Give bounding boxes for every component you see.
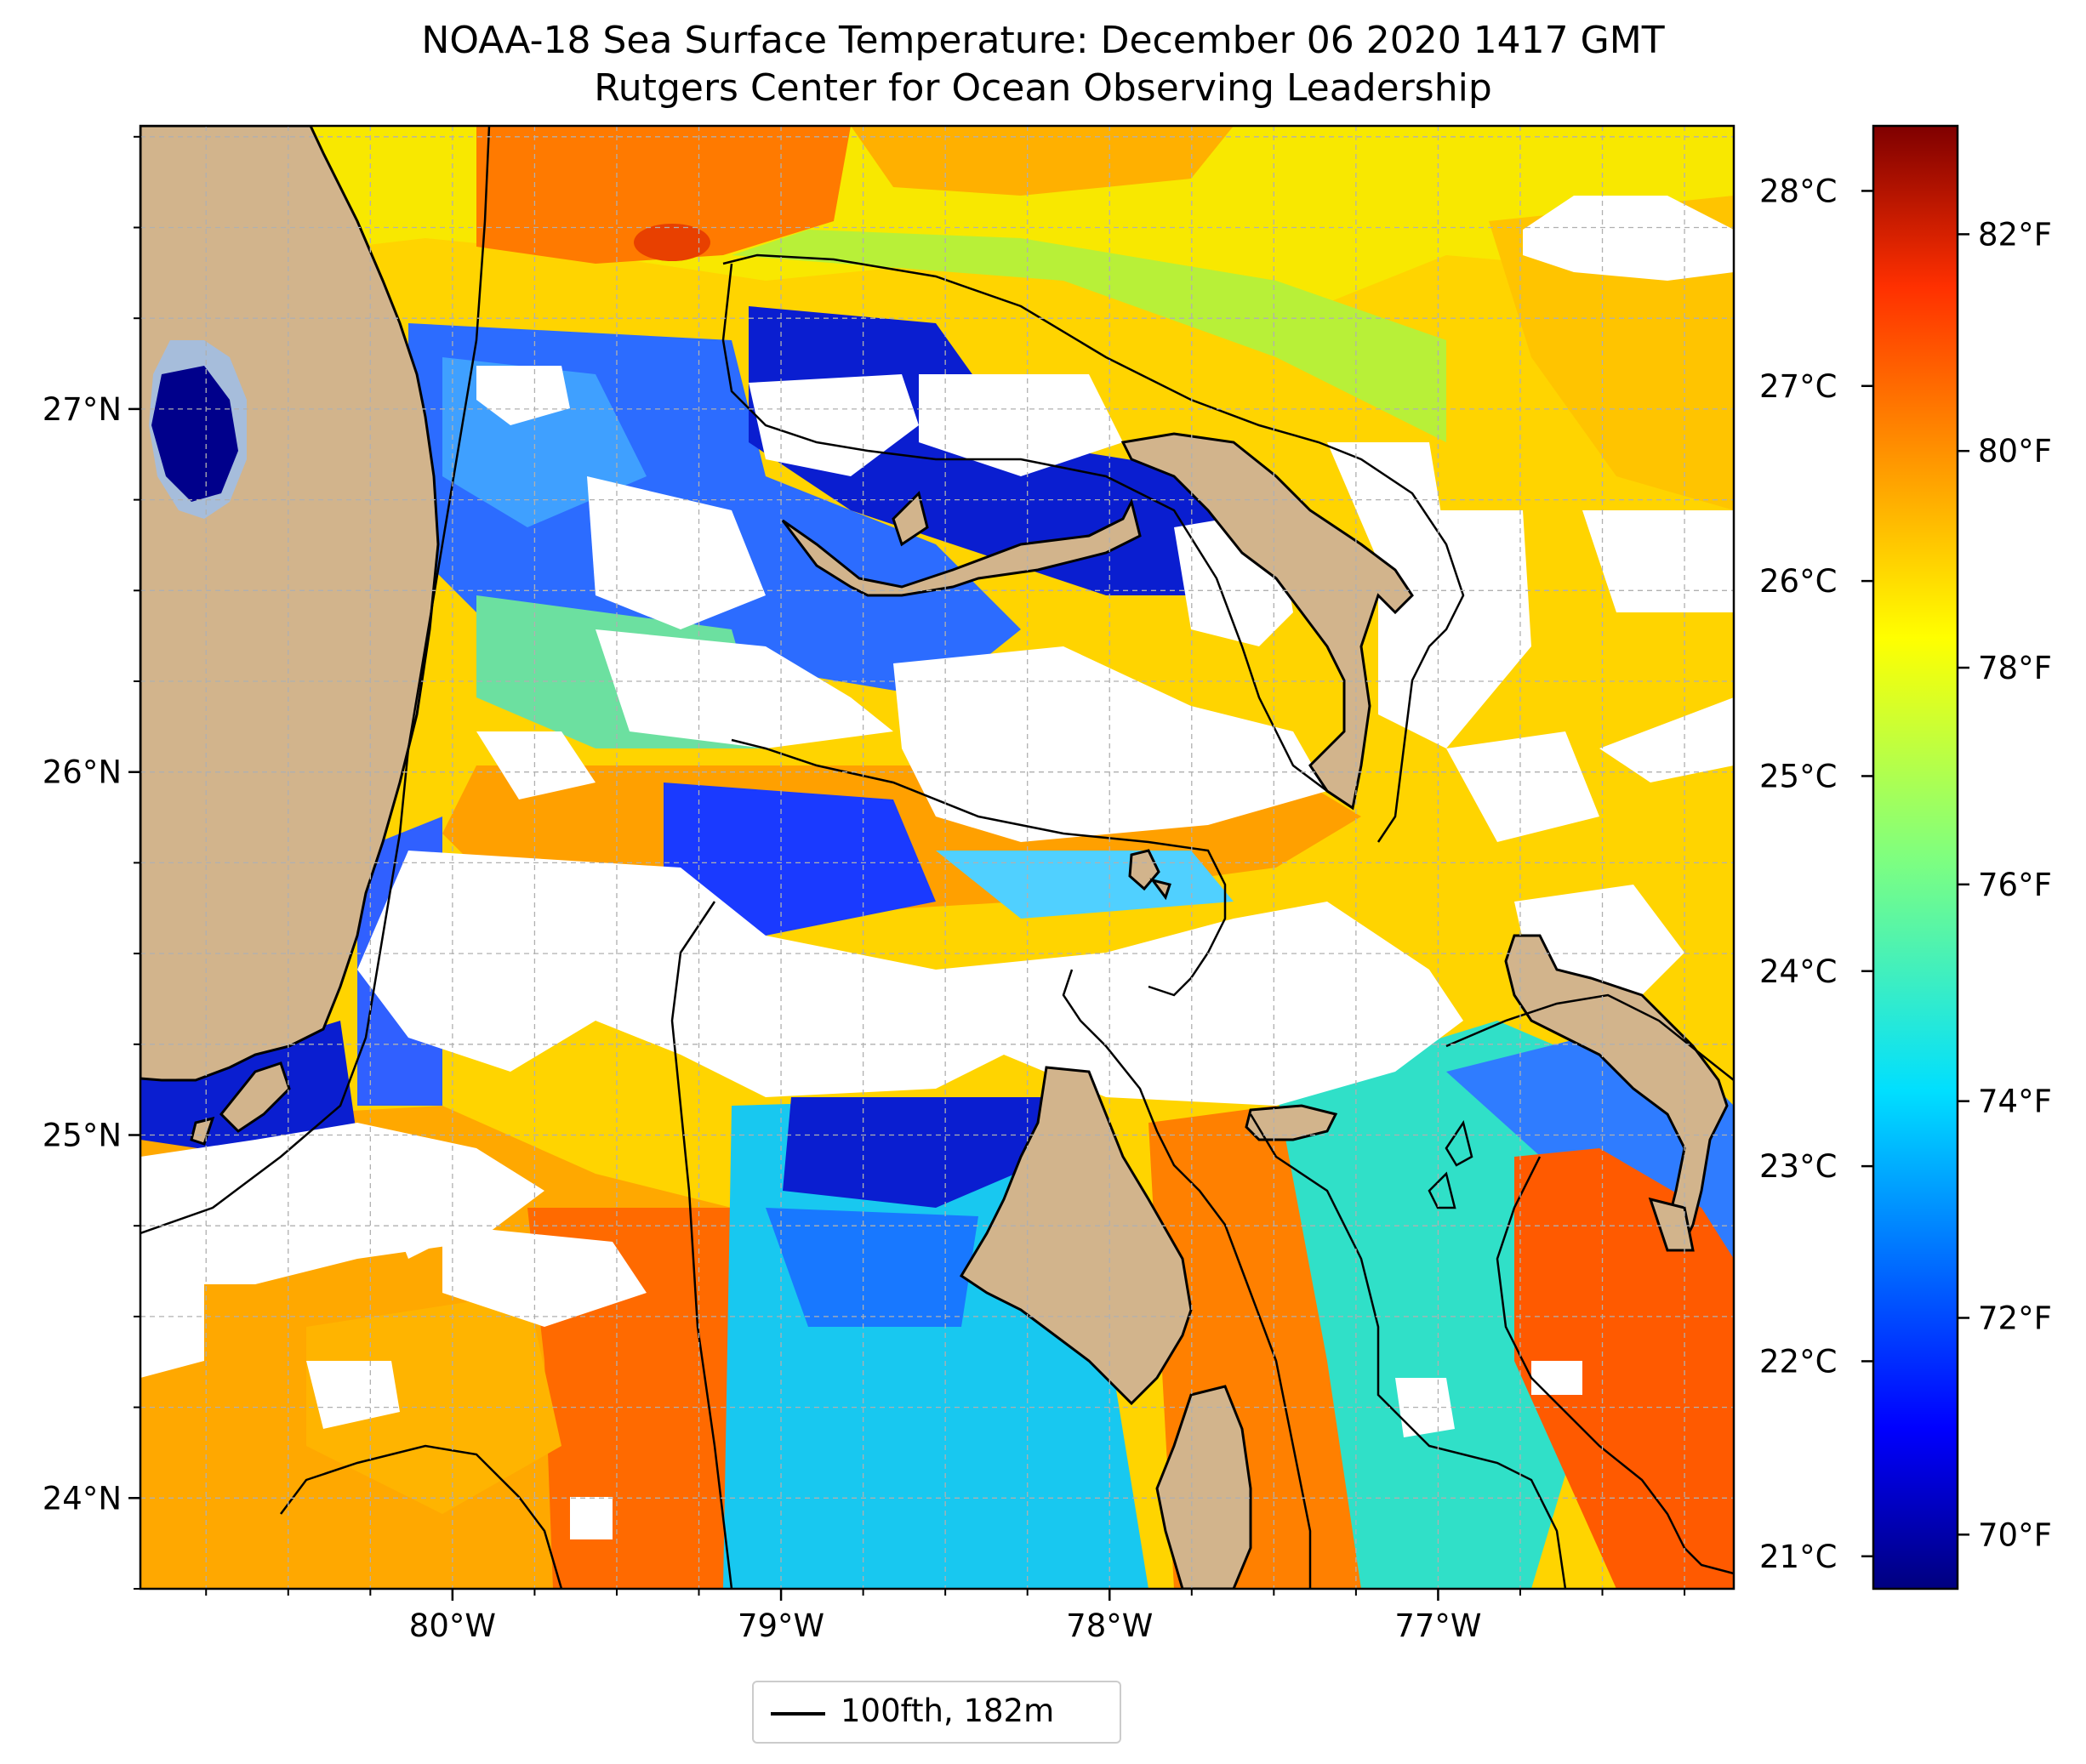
lon-tick-label: 79°W (738, 1608, 824, 1644)
lat-tick-label: 26°N (43, 754, 122, 791)
sst-region-green (732, 230, 1446, 442)
sst-field (140, 126, 1734, 1589)
sst-region-bank-cold (783, 1097, 1055, 1208)
lake-okeechobee-cold (151, 366, 238, 502)
lat-tick-label: 27°N (43, 391, 122, 428)
lat-tick-label: 24°N (43, 1480, 122, 1516)
legend: 100fth, 182m (752, 1681, 1121, 1744)
florida-keys-land (219, 1061, 291, 1133)
fahrenheit-tick-label: 80°F (1978, 433, 2052, 469)
grand-bahama-east-tip (892, 491, 929, 547)
eleuthera-land (1504, 934, 1729, 1244)
sst-region-southeast (1514, 1148, 1734, 1589)
andros-land (959, 1066, 1193, 1406)
fahrenheit-tick-label: 76°F (1978, 867, 2052, 903)
sst-region-bank-blue (766, 1208, 978, 1327)
celsius-tick-label: 21°C (1759, 1539, 1837, 1575)
map-frame (139, 124, 1735, 1590)
fahrenheit-tick-label: 82°F (1978, 216, 2052, 253)
grand-bahama-land (781, 498, 1142, 597)
legend-label: 100fth, 182m (841, 1693, 1055, 1729)
map-axes: 24°N 25°N 26°N 27°N 80°W 79°W 78°W 77°W (43, 135, 1686, 1644)
colorbar-axes: 70°F 72°F 74°F 76°F 78°F 80°F 82°F 21°C 22°C 23°C… (1759, 173, 2052, 1574)
chart-subtitle: Rutgers Center for Ocean Observing Leade… (594, 66, 1492, 110)
sst-region-north-orange (851, 126, 1234, 196)
abaco-land (1120, 432, 1414, 811)
bimini-small (1149, 878, 1171, 901)
celsius-tick-label: 22°C (1759, 1343, 1837, 1380)
andros-south-land (1155, 1385, 1252, 1589)
legend-line-swatch (771, 1712, 825, 1716)
sst-warm-spot (634, 224, 710, 261)
celsius-tick-label: 27°C (1759, 368, 1837, 405)
celsius-tick-label: 23°C (1759, 1148, 1837, 1185)
sst-region-mid-cold (664, 782, 936, 936)
celsius-tick-label: 28°C (1759, 173, 1837, 209)
fahrenheit-tick-label: 78°F (1978, 650, 2052, 686)
celsius-tick-label: 25°C (1759, 758, 1837, 794)
no-data-regions (140, 196, 1734, 1539)
contour-100fth (140, 126, 1734, 1589)
keys-small (190, 1116, 215, 1146)
lon-tick-label: 78°W (1066, 1608, 1153, 1644)
eleuthera-south (1648, 1197, 1695, 1252)
lon-tick-label: 80°W (409, 1608, 496, 1644)
fahrenheit-tick-label: 70°F (1978, 1516, 2052, 1553)
fahrenheit-tick-label: 74°F (1978, 1084, 2052, 1120)
map-gridlines (140, 126, 1734, 1589)
celsius-tick-label: 26°C (1759, 563, 1837, 600)
colorbar (1872, 124, 1959, 1590)
lat-tick-label: 25°N (43, 1118, 122, 1154)
sst-region-mid-cyan (936, 851, 1234, 919)
fahrenheit-tick-label: 72°F (1978, 1300, 2052, 1336)
sst-region-north-warm (476, 126, 851, 264)
celsius-tick-label: 24°C (1759, 953, 1837, 990)
lon-tick-label: 77°W (1394, 1608, 1481, 1644)
chart-title: NOAA-18 Sea Surface Temperature: Decembe… (421, 19, 1665, 62)
